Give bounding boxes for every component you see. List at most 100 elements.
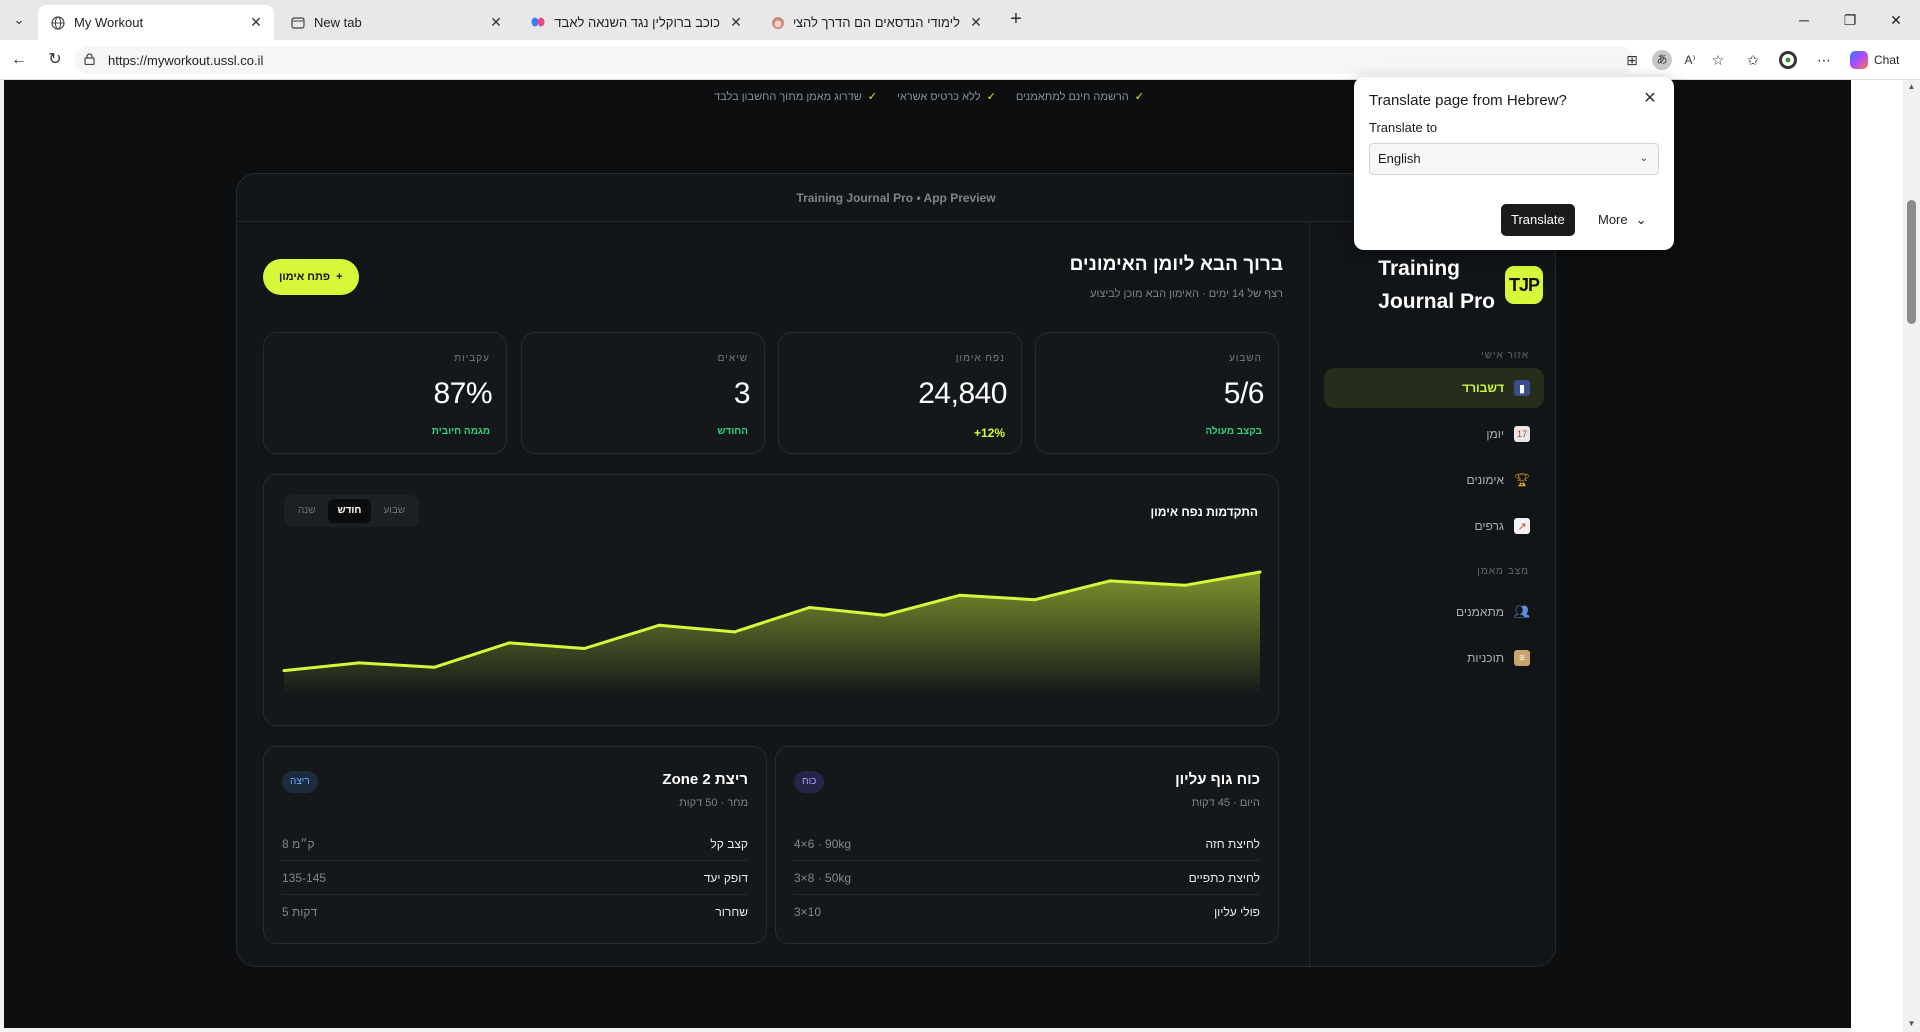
tab-close-icon[interactable]: ✕	[970, 14, 982, 30]
tab-close-icon[interactable]: ✕	[250, 14, 262, 30]
stat-label: עקביות	[454, 353, 490, 364]
tab-title: My Workout	[74, 15, 144, 30]
chart-point	[1108, 579, 1112, 583]
tab-title: כוכב ברוקלין נגד השנאה לאבדיה: "י	[554, 15, 720, 30]
chart-point	[958, 593, 962, 597]
dashboard-main: ברוך הבא ליומן האימונים רצף של 14 ימים ·…	[237, 222, 1309, 966]
sidebar-item-journal[interactable]: 17 יומן	[1324, 414, 1544, 454]
exercise-row: דופק יעד 135-145	[282, 861, 748, 895]
translate-popup: Translate page from Hebrew? ✕ Translate …	[1354, 77, 1674, 250]
stat-value: 24,840	[918, 377, 1007, 410]
back-icon[interactable]: ←	[11, 51, 27, 68]
tab-engineering-studies[interactable]: לימודי הנדסאים הם הדרך להצלחה!! ✕	[758, 5, 994, 40]
workout-type-badge: ריצה	[282, 771, 318, 793]
face-icon	[770, 15, 786, 31]
tab-title: New tab	[314, 15, 362, 30]
tab-close-icon[interactable]: ✕	[490, 14, 502, 30]
tab-new-tab[interactable]: New tab ✕	[278, 5, 514, 40]
refresh-icon[interactable]: ↻	[48, 51, 62, 68]
chat-label: Chat	[1874, 53, 1900, 67]
sidebar-item-graphs[interactable]: ↗ גרפים	[1324, 506, 1544, 546]
chart-point	[808, 606, 811, 609]
open-workout-button[interactable]: + פתח אימון	[263, 259, 359, 295]
stat-card-week: השבוע 5/6 בקצב מעולה	[1035, 332, 1279, 454]
chart-point	[657, 623, 661, 627]
clipboard-icon: ≡	[1514, 650, 1530, 666]
exercise-row: לחיצת כתפיים 3×8 · 50kg	[794, 861, 1260, 895]
scroll-track[interactable]: ▲ ▼	[1903, 80, 1920, 1032]
chart-area-fill	[284, 572, 1260, 695]
range-month-button[interactable]: חודש	[327, 499, 372, 523]
lock-icon	[84, 52, 98, 68]
scroll-thumb[interactable]	[1907, 200, 1916, 324]
favorite-star-icon[interactable]: ☆	[1711, 52, 1725, 68]
close-window-icon[interactable]: ✕	[1890, 12, 1902, 28]
more-options-icon[interactable]: ⋯	[1817, 52, 1831, 68]
sidebar-item-workouts[interactable]: 🏆︎ אימונים	[1466, 472, 1531, 487]
sidebar: Training Journal Pro TJP אזור אישי ▮ דשב…	[1309, 222, 1555, 966]
chart-point	[883, 613, 887, 617]
stat-value: 87%	[433, 377, 492, 410]
minimize-icon[interactable]: ─	[1799, 12, 1809, 28]
close-icon[interactable]: ✕	[1643, 90, 1657, 107]
brand-logo[interactable]: Training Journal Pro TJP	[1378, 252, 1543, 318]
chart-point	[357, 661, 361, 665]
volume-chart-card: התקדמות נפח אימון שבוע חודש שנה	[263, 474, 1279, 726]
new-tab-button[interactable]: +	[1010, 8, 1022, 30]
chevron-down-icon: ⌄	[1639, 153, 1648, 164]
brand-name: Training Journal Pro	[1378, 257, 1495, 313]
benefit-item: ✓ללא כרטיס אשראי	[896, 91, 996, 103]
benefit-item: ✓שדרוג מאמן מתוך החשבון בלבד	[714, 91, 877, 103]
app-preview: Training Journal Pro • App Preview Train…	[236, 173, 1556, 967]
chart-point	[1033, 598, 1037, 602]
tab-close-icon[interactable]: ✕	[730, 14, 742, 30]
profile-avatar-icon[interactable]	[1778, 50, 1798, 70]
tab-my-workout[interactable]: My Workout ✕	[38, 5, 274, 40]
stat-card-consistency: עקביות 87% מגמה חיובית	[263, 332, 507, 454]
exercise-row: קצב קל 8 ק״מ	[282, 827, 748, 861]
workout-title: ריצת Zone 2	[662, 771, 748, 788]
butterfly-icon	[530, 15, 546, 31]
scroll-down-icon[interactable]: ▼	[1907, 1019, 1916, 1028]
chat-button[interactable]: Chat	[1850, 49, 1899, 71]
chart-point	[432, 665, 436, 669]
workout-card-strength[interactable]: כוח גוף עליון היום · 45 דקות כוח לחיצת ח…	[775, 746, 1279, 944]
address-bar: ← ↻ https://myworkout.ussl.co.il ⊞ あ A⁾ …	[0, 40, 1920, 80]
page-title: ברוך הבא ליומן האימונים	[1069, 254, 1283, 275]
translate-icon[interactable]: あ	[1652, 50, 1672, 70]
restore-icon[interactable]: ❐	[1843, 12, 1857, 28]
sidebar-item-dashboard[interactable]: ▮ דשבורד	[1324, 368, 1544, 408]
page-scrollbar[interactable]: ▲ ▼	[1851, 80, 1920, 1032]
url-input[interactable]: https://myworkout.ussl.co.il	[74, 46, 1634, 74]
tab-actions-menu-icon[interactable]: ⌄	[13, 12, 25, 27]
chart-point	[1183, 583, 1187, 587]
stat-label: שיאים	[717, 353, 748, 364]
favorites-list-icon[interactable]: ✩	[1747, 52, 1759, 68]
translate-button[interactable]: Translate	[1501, 204, 1575, 236]
exercise-row: לחיצת חזה 4×6 · 90kg	[794, 827, 1260, 861]
tab-news-article[interactable]: כוכב ברוקלין נגד השנאה לאבדיה: "י ✕	[518, 5, 754, 40]
translate-to-label: Translate to	[1369, 120, 1438, 135]
read-aloud-icon[interactable]: A⁾	[1684, 53, 1696, 67]
language-select[interactable]: English ⌄	[1369, 143, 1659, 175]
range-week-button[interactable]: שבוע	[383, 505, 406, 516]
check-icon: ✓	[1134, 91, 1144, 103]
chart-point	[1258, 570, 1262, 574]
range-year-button[interactable]: שנה	[298, 505, 316, 516]
scroll-up-icon[interactable]: ▲	[1907, 82, 1916, 91]
chart-title: התקדמות נפח אימון	[1150, 505, 1259, 519]
stat-note: החודש	[717, 426, 748, 437]
page-subtitle: רצף של 14 ימים · האימון הבא מוכן לביצוע	[1090, 288, 1283, 300]
tab-strip: ⌄ My Workout ✕ New tab ✕ כוכב ברוקלין נג…	[0, 0, 1920, 40]
calendar-icon: 17	[1514, 426, 1530, 442]
chart-point	[733, 630, 736, 634]
sidebar-item-trainees[interactable]: 👥︎ מתאמנים	[1456, 604, 1531, 619]
exercise-row: פולי עליון 3×10	[794, 905, 1260, 919]
more-button[interactable]: More ⌄	[1588, 204, 1657, 236]
workout-card-run[interactable]: ריצת Zone 2 מחר · 50 דקות ריצה קצב קל 8 …	[263, 746, 767, 944]
sidebar-item-programs[interactable]: ≡ תוכניות	[1324, 638, 1544, 678]
page-viewport: ✓הרשמה חינם למתאמנים ✓ללא כרטיס אשראי ✓ש…	[4, 80, 1851, 1028]
chart-point	[282, 669, 286, 673]
apps-icon[interactable]: ⊞	[1626, 52, 1638, 68]
plus-icon: +	[336, 271, 343, 283]
